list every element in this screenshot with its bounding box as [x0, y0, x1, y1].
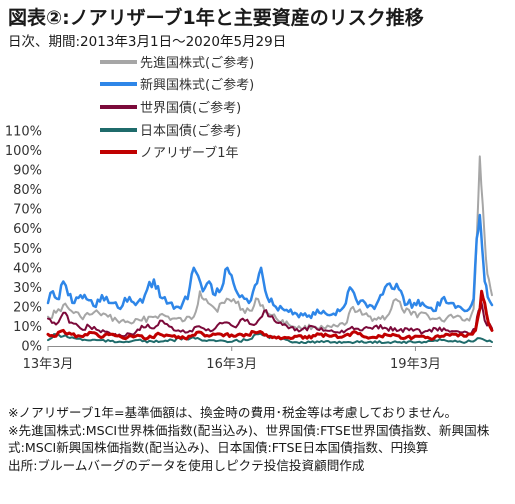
series-line — [47, 302, 493, 338]
y-tick-label: 60% — [13, 222, 42, 237]
y-tick-label: 80% — [13, 183, 42, 198]
legend-label: 世界国債(ご参考) — [140, 100, 241, 116]
series-line — [47, 155, 493, 331]
series-line — [46, 289, 494, 341]
x-tick-label: 19年3月 — [390, 357, 441, 372]
footnote-source: 出所:ブルームバーグのデータを使用しピクテ投信投資顧問作成 — [8, 457, 365, 473]
y-tick-label: 70% — [13, 203, 42, 218]
plot-area — [46, 155, 494, 345]
risk-line-chart: 先進国株式(ご参考) 新興国株式(ご参考) 世界国債(ご参考) 日本国債(ご参考) ノア… — [5, 55, 494, 372]
series-line — [47, 332, 493, 345]
page-subtitle: 日次、期間:2013年3月1日～2020年5月29日 — [8, 34, 287, 50]
y-tick-label: 50% — [13, 242, 42, 257]
series-line — [46, 213, 494, 320]
chart-legend: 先進国株式(ご参考) 新興国株式(ご参考) 世界国債(ご参考) 日本国債(ご参考) ノア… — [100, 55, 254, 161]
y-tick-label: 0% — [21, 340, 42, 355]
x-axis: 13年3月 16年3月 19年3月 — [23, 346, 492, 372]
legend-label: 日本国債(ご参考) — [140, 123, 241, 139]
footnote-2: ※先進国株式:MSCI世界株価指数(配当込み)、世界国債:FTSE世界国債指数、… — [8, 422, 490, 456]
footnotes: ※ノアリザーブ1年=基準価額は、換金時の費用･税金等は考慮しておりません。 ※先… — [8, 404, 510, 474]
x-tick-label: 13年3月 — [23, 357, 74, 372]
x-tick-label: 16年3月 — [206, 357, 257, 372]
y-tick-label: 110% — [5, 125, 42, 140]
legend-label: 先進国株式(ご参考) — [140, 55, 254, 71]
y-tick-label: 10% — [13, 320, 42, 335]
page-title: 図表②:ノアリザーブ1年と主要資産のリスク推移 — [8, 7, 424, 29]
y-tick-label: 100% — [5, 144, 42, 159]
y-tick-label: 30% — [13, 281, 42, 296]
y-tick-label: 40% — [13, 261, 42, 276]
y-tick-label: 90% — [13, 164, 42, 179]
y-axis: 0% 10% 20% 30% 40% 50% 60% 70% 80% 90% 100% 110% — [5, 125, 42, 355]
y-tick-label: 20% — [13, 300, 42, 315]
footnote-1: ※ノアリザーブ1年=基準価額は、換金時の費用･税金等は考慮しておりません。 — [8, 405, 458, 420]
legend-label: 新興国株式(ご参考) — [140, 77, 254, 93]
legend-label: ノアリザーブ1年 — [140, 145, 239, 161]
